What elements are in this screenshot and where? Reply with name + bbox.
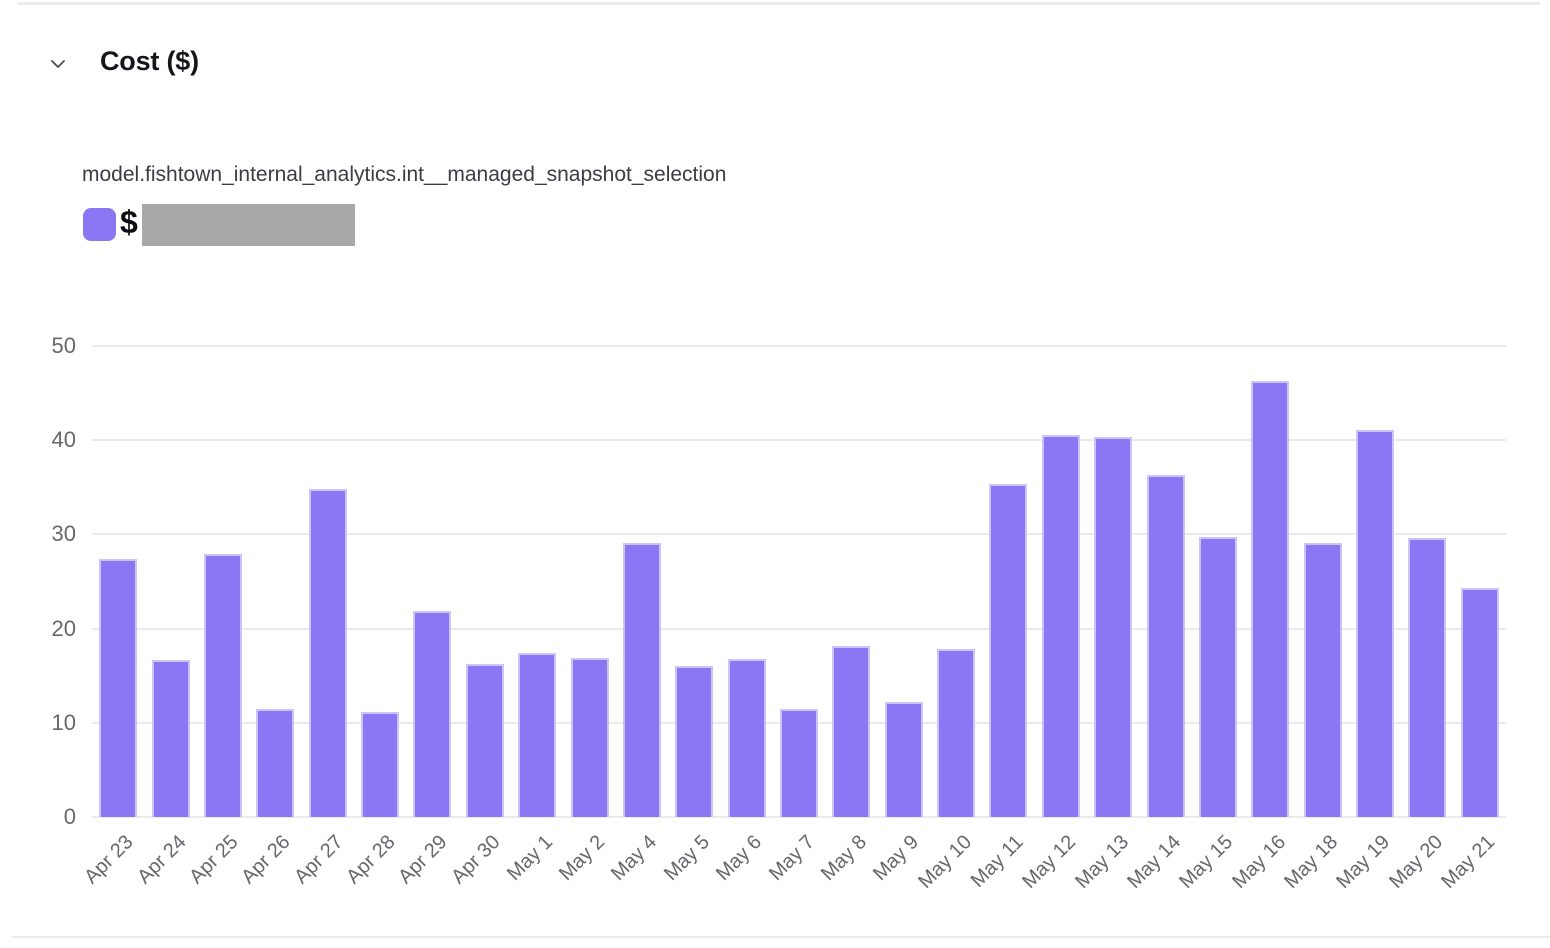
chart-bar[interactable] bbox=[1146, 475, 1185, 817]
x-axis-tick-label: May 19 bbox=[1332, 831, 1395, 893]
x-axis-tick-label: May 18 bbox=[1280, 831, 1343, 893]
chart-bar[interactable] bbox=[832, 646, 871, 817]
chart-bar[interactable] bbox=[518, 653, 557, 817]
x-axis-tick-label: Apr 30 bbox=[447, 831, 505, 889]
gridline bbox=[92, 816, 1506, 818]
bottom-divider bbox=[12, 936, 1550, 938]
x-axis-tick-label: May 11 bbox=[967, 831, 1029, 892]
series-title: model.fishtown_internal_analytics.int__m… bbox=[82, 163, 727, 186]
chart-bar[interactable] bbox=[675, 666, 714, 817]
chart-bar[interactable] bbox=[361, 712, 400, 817]
x-axis-tick-label: May 12 bbox=[1018, 831, 1081, 893]
x-axis-tick-label: May 8 bbox=[816, 831, 871, 886]
gridline bbox=[92, 533, 1506, 536]
gridline bbox=[92, 439, 1506, 442]
chart-bar[interactable] bbox=[203, 554, 242, 817]
x-axis-tick-label: May 20 bbox=[1385, 831, 1447, 893]
chart-bar[interactable] bbox=[151, 659, 190, 817]
x-axis-tick-label: May 15 bbox=[1175, 831, 1238, 893]
y-axis-tick-label: 0 bbox=[63, 804, 76, 829]
x-axis-tick-label: May 7 bbox=[764, 831, 819, 886]
chart-bar[interactable] bbox=[256, 708, 295, 817]
chevron-down-icon bbox=[51, 60, 65, 68]
legend-dollar-label: $ bbox=[120, 204, 138, 240]
chart-bar[interactable] bbox=[937, 649, 976, 817]
x-axis-tick-label: May 6 bbox=[712, 831, 767, 886]
y-axis-tick-label: 30 bbox=[51, 521, 76, 547]
collapse-section-button[interactable] bbox=[44, 50, 72, 78]
x-axis-tick-label: May 10 bbox=[913, 831, 976, 893]
top-divider bbox=[18, 2, 1540, 5]
chart-bar[interactable] bbox=[1408, 538, 1447, 817]
y-axis-tick-label: 40 bbox=[51, 427, 76, 453]
chart-bar[interactable] bbox=[465, 664, 504, 817]
gridline bbox=[92, 345, 1506, 347]
chart-bar[interactable] bbox=[1356, 429, 1395, 817]
x-axis-tick-label: Apr 25 bbox=[185, 831, 243, 889]
chart-bar[interactable] bbox=[989, 483, 1028, 817]
x-axis-tick-label: May 5 bbox=[659, 831, 714, 886]
chart-bar[interactable] bbox=[780, 708, 818, 817]
x-axis-tick-label: May 1 bbox=[502, 831, 557, 886]
chart-bar[interactable] bbox=[1198, 537, 1237, 817]
chart-bar[interactable] bbox=[884, 702, 923, 817]
x-axis-tick-label: May 13 bbox=[1070, 831, 1133, 893]
x-axis-tick-label: Apr 29 bbox=[394, 831, 452, 889]
x-axis-tick-label: May 21 bbox=[1437, 831, 1500, 893]
x-axis-tick-label: May 14 bbox=[1123, 831, 1186, 893]
x-axis-tick-label: May 4 bbox=[607, 831, 662, 886]
chart-bar[interactable] bbox=[99, 558, 138, 817]
chart-bar[interactable] bbox=[413, 610, 452, 817]
chart-bar[interactable] bbox=[308, 489, 347, 817]
x-axis-tick-label: Apr 27 bbox=[289, 831, 348, 889]
chart-bar[interactable] bbox=[570, 657, 609, 817]
x-axis-tick-label: Apr 24 bbox=[132, 831, 191, 889]
chart-bar[interactable] bbox=[727, 658, 766, 817]
y-axis-tick-label: 10 bbox=[51, 709, 76, 735]
chart-bar[interactable] bbox=[1041, 435, 1080, 817]
chart-bar[interactable] bbox=[622, 542, 661, 817]
chart-bar[interactable] bbox=[1303, 542, 1342, 817]
chart-bar[interactable] bbox=[1251, 380, 1290, 817]
section-title: Cost ($) bbox=[100, 46, 199, 76]
gridline bbox=[92, 627, 1506, 630]
x-axis-tick-label: May 16 bbox=[1227, 831, 1290, 893]
legend-swatch bbox=[83, 208, 116, 241]
x-axis-tick-label: May 2 bbox=[555, 831, 610, 886]
x-axis-tick-label: Apr 23 bbox=[80, 831, 138, 889]
legend-value-redacted bbox=[142, 204, 355, 246]
chart-bar[interactable] bbox=[1460, 588, 1499, 817]
y-axis-tick-label: 20 bbox=[51, 615, 76, 641]
x-axis-tick-label: Apr 28 bbox=[342, 831, 400, 889]
y-axis-tick-label: 50 bbox=[51, 333, 76, 358]
chart-bar[interactable] bbox=[1094, 437, 1133, 817]
x-axis-tick-label: Apr 26 bbox=[237, 831, 295, 889]
